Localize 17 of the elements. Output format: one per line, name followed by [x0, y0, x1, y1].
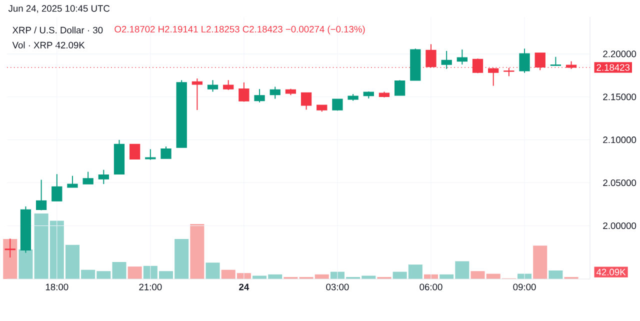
x-tick-label: 21:00: [139, 284, 162, 290]
y-tick-label: 2.10000: [603, 136, 636, 144]
chart-subtitle: Jun 24, 2025 10:45 UTC: [8, 5, 110, 13]
ref-line-label: 2.18423: [596, 64, 630, 71]
y-tick-label: 2.20000: [603, 50, 636, 58]
annotation: O2.18702 H2.19141 L2.18253 C2.18423 −0.00274 (−0.13%): [114, 26, 365, 34]
x-tick-label: 24: [239, 284, 250, 290]
y-tick-label: 2.00000: [603, 222, 636, 230]
annotation: Vol · XRP 42.09K: [12, 42, 85, 48]
text: XRP / U.S. Dollar · 30: [12, 26, 103, 34]
text: 42.09K: [596, 268, 626, 276]
y-tick-label: 2.15000: [603, 94, 636, 100]
x-tick-label: 06:00: [420, 284, 442, 290]
x-tick-label: 03:00: [326, 284, 349, 290]
x-tick-label: 18:00: [46, 284, 68, 290]
x-tick-label: 09:00: [513, 284, 536, 290]
y-tick-label: 2.05000: [603, 179, 636, 186]
